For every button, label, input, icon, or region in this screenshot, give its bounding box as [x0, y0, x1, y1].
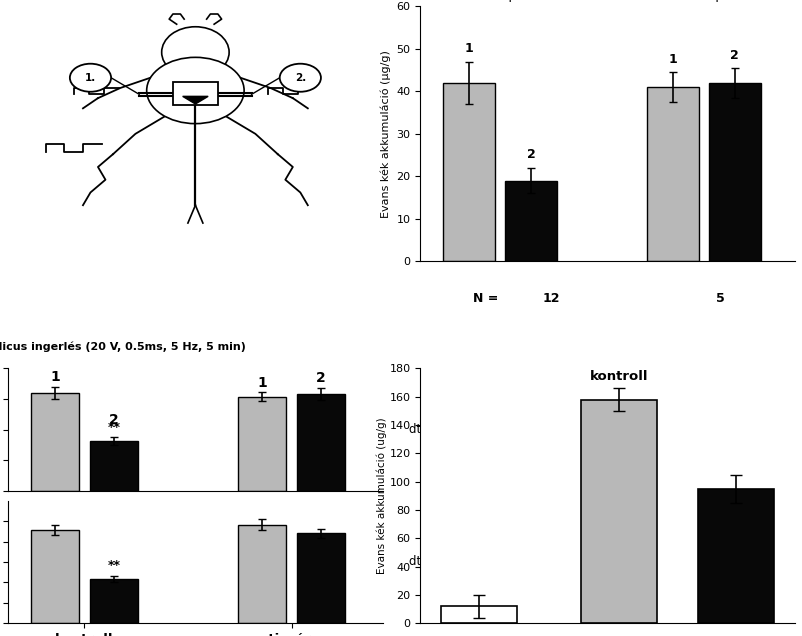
- Bar: [238, 525, 286, 623]
- Text: dt = 5 min: dt = 5 min: [408, 423, 472, 436]
- Bar: [297, 394, 345, 491]
- Y-axis label: Evans kék akkumuláció (ug/g): Evans kék akkumuláció (ug/g): [375, 417, 386, 574]
- Bar: [30, 530, 79, 623]
- Bar: [238, 397, 286, 491]
- Text: 1.: 1.: [85, 73, 96, 83]
- Bar: [440, 606, 516, 623]
- Bar: [90, 441, 138, 491]
- Text: 2.: 2.: [294, 73, 306, 83]
- Text: 2: 2: [316, 371, 326, 385]
- Bar: [707, 83, 759, 261]
- Text: N =: N =: [472, 292, 497, 305]
- Bar: [504, 181, 557, 261]
- Text: dt = 10 min: dt = 10 min: [408, 555, 479, 569]
- Text: 5: 5: [715, 292, 723, 305]
- Ellipse shape: [161, 27, 229, 78]
- Bar: [90, 579, 138, 623]
- Ellipse shape: [147, 57, 244, 123]
- Circle shape: [279, 64, 321, 92]
- Bar: [297, 534, 345, 623]
- Text: **: **: [107, 558, 120, 572]
- Circle shape: [70, 64, 111, 92]
- Y-axis label: Evans kék akkumuláció (µg/g): Evans kék akkumuláció (µg/g): [380, 50, 391, 218]
- Bar: [581, 399, 657, 623]
- Text: 1: 1: [464, 42, 473, 55]
- Bar: [443, 83, 495, 261]
- Text: 1: 1: [50, 370, 59, 384]
- Bar: [172, 81, 217, 104]
- Text: N. ischiadicus ingerlés (20 V, 0.5ms, 5 Hz, 5 min): N. ischiadicus ingerlés (20 V, 0.5ms, 5 …: [0, 342, 245, 352]
- Text: kontroll: kontroll: [589, 370, 648, 382]
- Text: 1: 1: [667, 53, 676, 66]
- Text: dt = 60 perc: dt = 60 perc: [663, 0, 742, 2]
- Polygon shape: [182, 96, 208, 104]
- Text: 2: 2: [109, 413, 119, 427]
- Text: dt = 5 perc: dt = 5 perc: [464, 0, 535, 2]
- Text: 2: 2: [526, 148, 535, 162]
- Text: **: **: [107, 421, 120, 434]
- Bar: [698, 488, 773, 623]
- Text: 1: 1: [257, 376, 267, 390]
- Bar: [30, 393, 79, 491]
- Text: 12: 12: [542, 292, 560, 305]
- Bar: [646, 87, 698, 261]
- Text: 2: 2: [729, 48, 738, 62]
